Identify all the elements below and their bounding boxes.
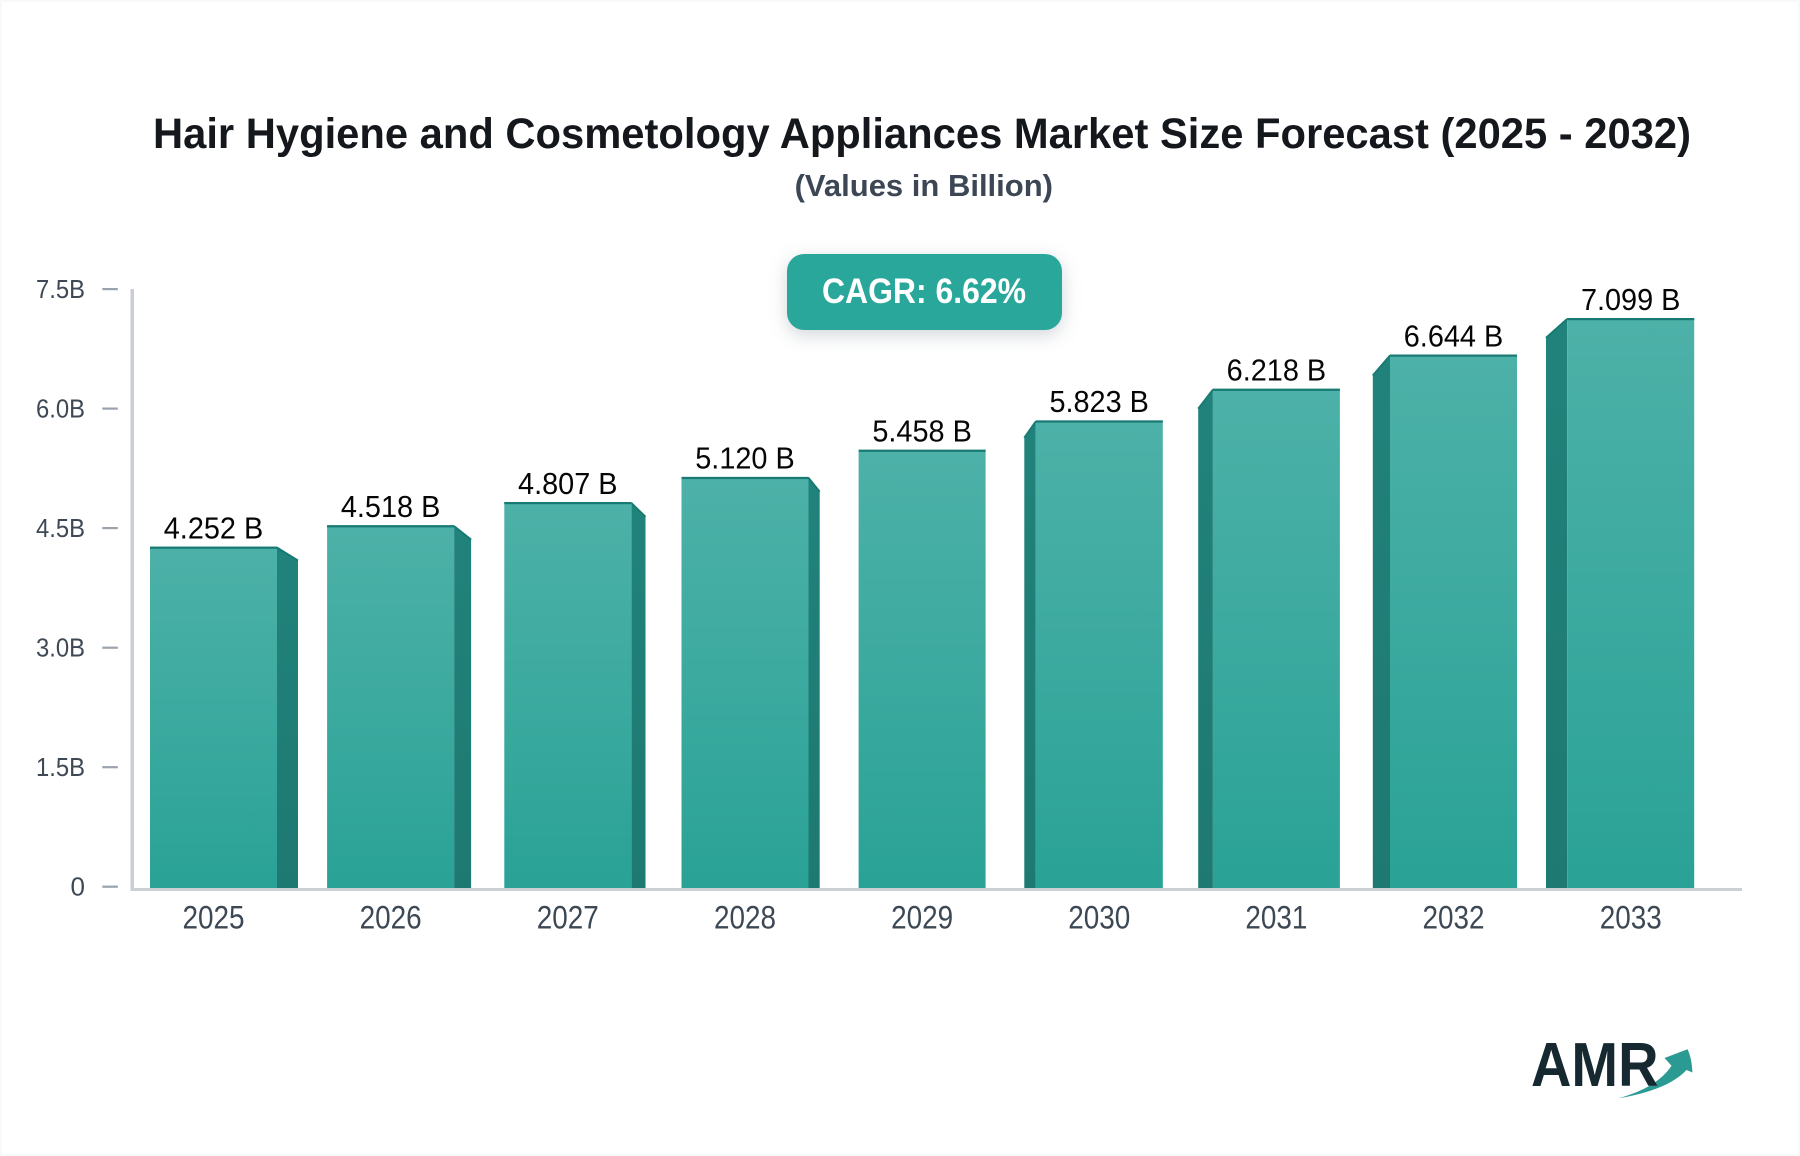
svg-text:7.099 B: 7.099 B <box>1581 282 1681 317</box>
svg-text:5.458 B: 5.458 B <box>872 414 972 449</box>
svg-text:2026: 2026 <box>360 900 422 936</box>
svg-text:0: 0 <box>71 872 85 902</box>
svg-text:2025: 2025 <box>183 900 245 936</box>
svg-text:2032: 2032 <box>1423 900 1485 936</box>
svg-text:1.5B: 1.5B <box>36 752 85 782</box>
svg-text:4.252 B: 4.252 B <box>164 510 264 545</box>
svg-text:7.5B: 7.5B <box>36 274 85 304</box>
svg-text:5.823 B: 5.823 B <box>1049 384 1149 419</box>
svg-text:2030: 2030 <box>1068 900 1130 936</box>
svg-text:3.0B: 3.0B <box>36 633 85 663</box>
svg-text:4.5B: 4.5B <box>36 513 85 543</box>
svg-text:CAGR: 6.62%: CAGR: 6.62% <box>822 272 1026 311</box>
svg-text:Hair Hygiene and Cosmetology A: Hair Hygiene and Cosmetology Appliances … <box>153 110 1691 158</box>
svg-text:6.644 B: 6.644 B <box>1404 318 1504 353</box>
svg-text:AMR: AMR <box>1531 1031 1659 1100</box>
svg-text:2028: 2028 <box>714 900 776 936</box>
svg-text:2029: 2029 <box>891 900 953 936</box>
svg-text:2027: 2027 <box>537 900 599 936</box>
svg-text:4.518 B: 4.518 B <box>341 489 441 524</box>
svg-text:2033: 2033 <box>1600 900 1662 936</box>
svg-text:6.0B: 6.0B <box>36 394 85 424</box>
svg-text:2031: 2031 <box>1245 900 1307 936</box>
svg-text:6.218 B: 6.218 B <box>1227 353 1327 388</box>
svg-text:5.120 B: 5.120 B <box>695 441 795 476</box>
svg-text:4.807 B: 4.807 B <box>518 466 618 501</box>
svg-text:(Values in Billion): (Values in Billion) <box>795 168 1053 203</box>
